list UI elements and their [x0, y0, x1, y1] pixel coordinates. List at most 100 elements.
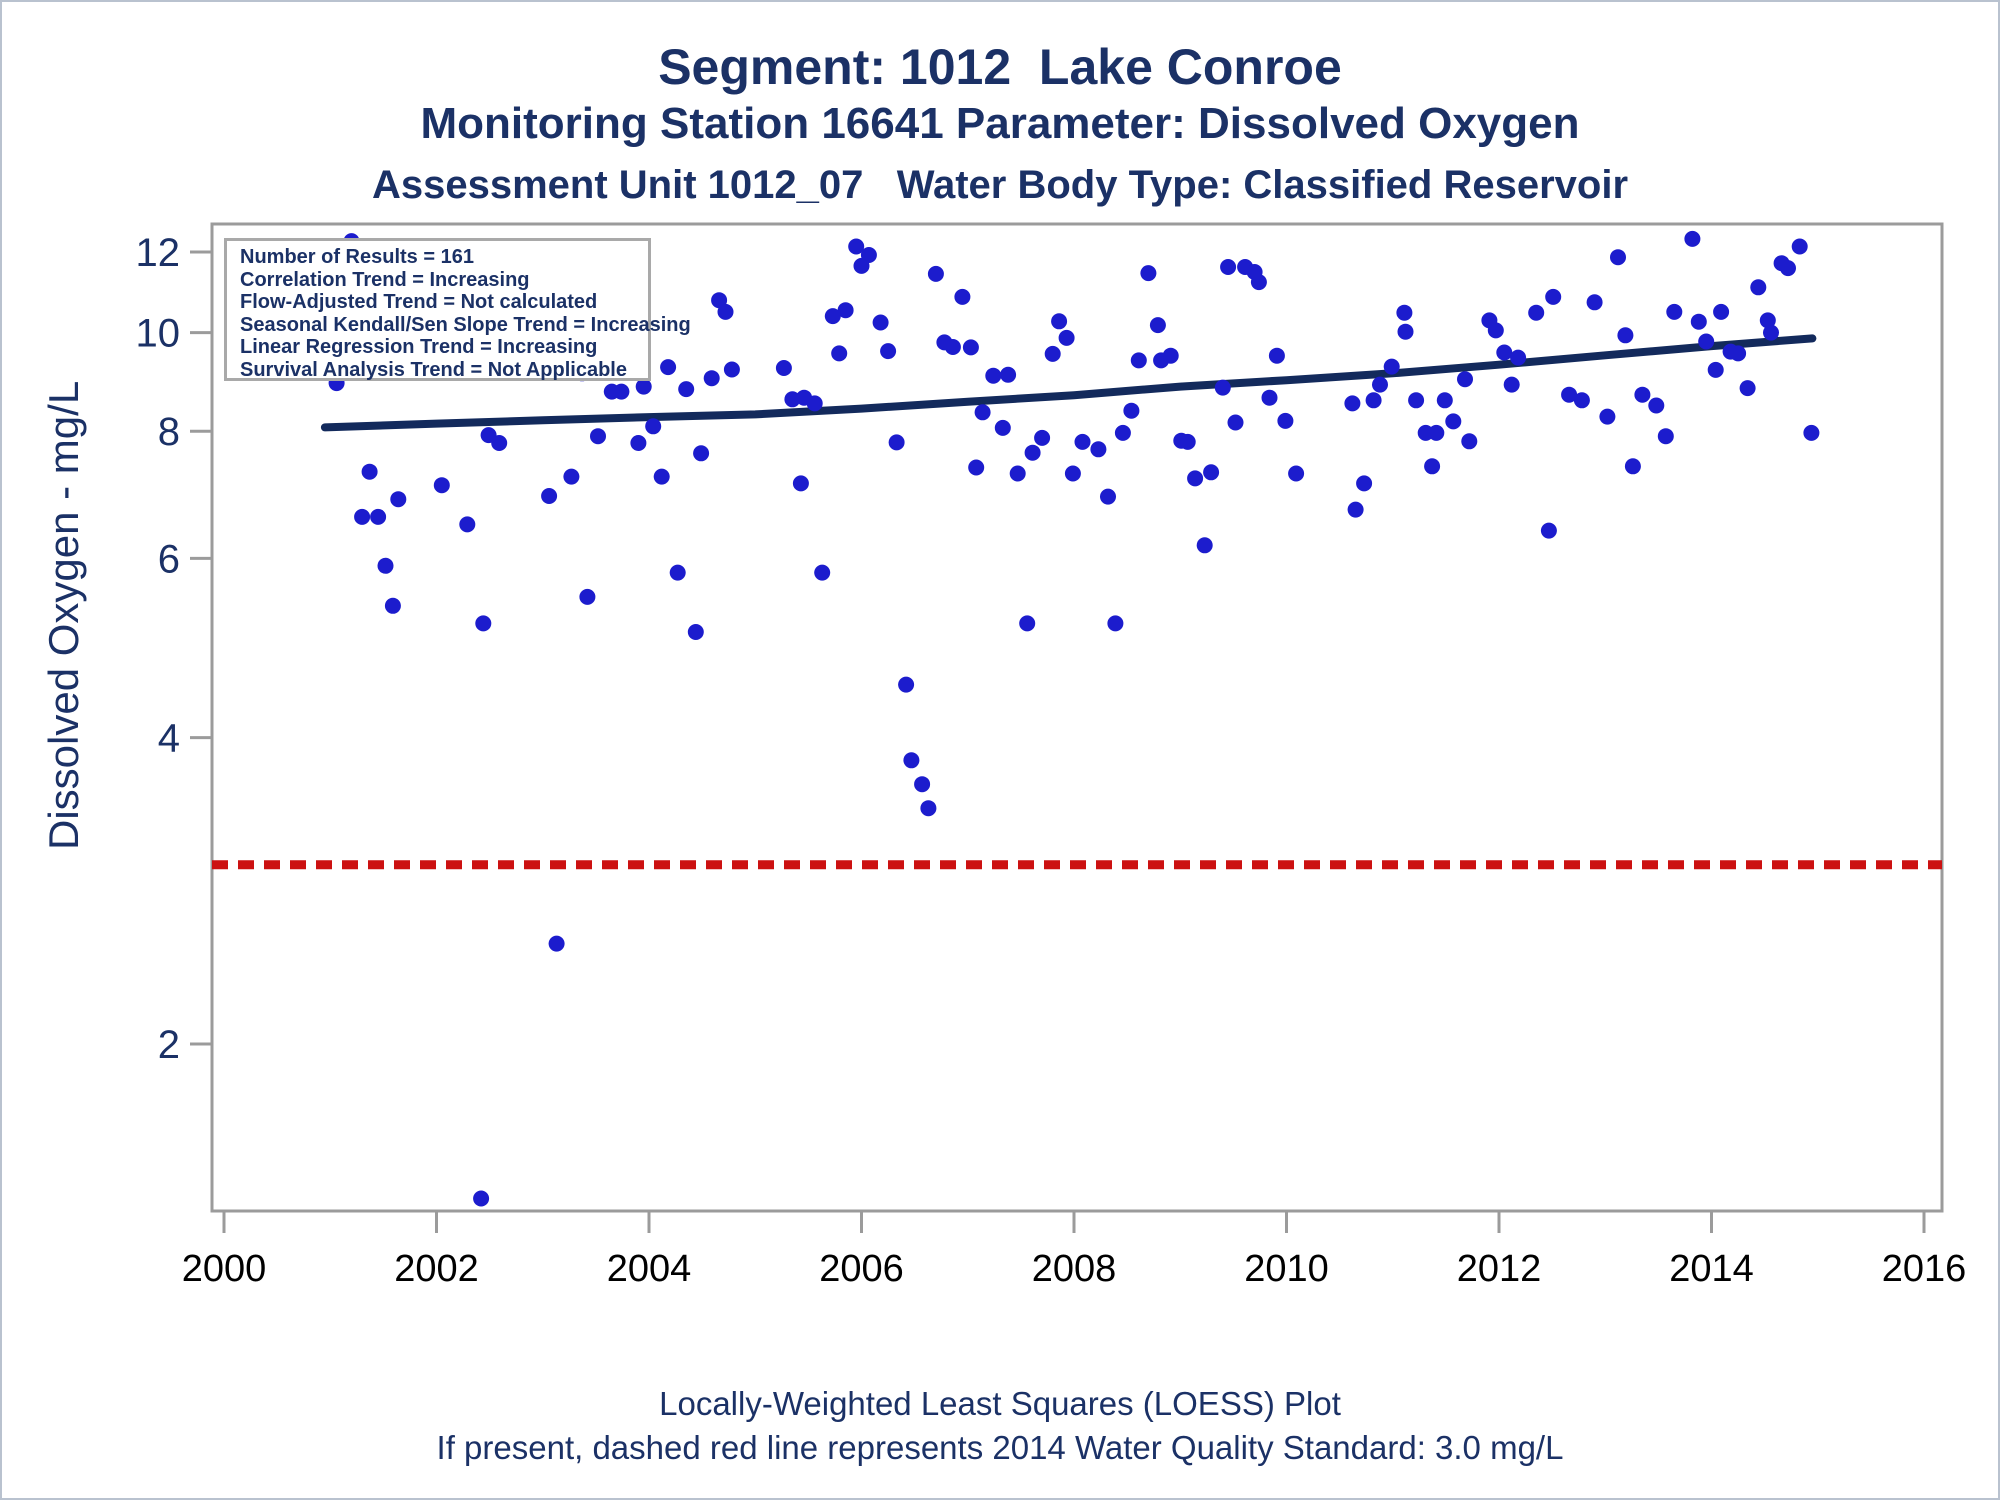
data-point [660, 359, 677, 376]
stat-survival-analysis: Survival Analysis Trend = Not Applicable [240, 358, 627, 381]
data-point [1428, 424, 1445, 441]
data-point [711, 292, 728, 309]
data-point [1739, 380, 1756, 397]
data-point [974, 404, 991, 421]
x-tick-label: 2006 [819, 1248, 904, 1290]
data-point [717, 303, 734, 320]
data-point [1713, 303, 1730, 320]
data-point [541, 488, 558, 504]
x-tick-label: 2008 [1032, 1248, 1117, 1290]
data-point [1019, 615, 1036, 632]
data-point [1365, 392, 1382, 409]
y-tick-label: 8 [158, 410, 180, 454]
data-point [1503, 376, 1520, 393]
data-point [1684, 230, 1701, 247]
data-point [475, 615, 492, 632]
data-point [792, 475, 809, 492]
data-point [1107, 615, 1124, 632]
data-point [1227, 414, 1244, 431]
data-point [1545, 288, 1562, 305]
data-point [630, 435, 647, 451]
data-point [1250, 274, 1267, 291]
data-point [1123, 402, 1140, 419]
data-point [1586, 294, 1603, 311]
data-point [361, 463, 378, 480]
data-point [1445, 413, 1462, 430]
data-point [954, 288, 971, 305]
data-point [853, 257, 870, 274]
data-point [1396, 304, 1413, 321]
data-point [613, 383, 630, 400]
data-point [1750, 279, 1767, 296]
data-point [1179, 433, 1196, 450]
x-tick-label: 2012 [1457, 1248, 1542, 1290]
data-point [693, 445, 710, 462]
data-point [1803, 424, 1820, 441]
stat-seasonal-kendall: Seasonal Kendall/Sen Slope Trend = Incre… [240, 313, 691, 336]
data-point [1730, 345, 1747, 362]
data-point [1044, 345, 1061, 362]
data-point [872, 314, 889, 331]
data-point [1024, 444, 1041, 461]
data-point [563, 468, 580, 485]
data-point [1347, 501, 1364, 518]
data-point [1187, 470, 1204, 487]
data-point [390, 491, 407, 508]
y-tick-label: 6 [158, 537, 180, 581]
data-point [1690, 313, 1707, 330]
data-point [1344, 395, 1361, 412]
data-point [920, 800, 937, 817]
data-point [579, 588, 596, 605]
data-point [1064, 465, 1081, 482]
y-tick-label: 4 [158, 717, 180, 761]
data-point [806, 395, 823, 412]
data-point [1051, 313, 1068, 330]
data-point [1599, 408, 1616, 425]
data-point [548, 935, 565, 952]
data-point [985, 367, 1002, 384]
data-point [914, 776, 931, 793]
x-tick-label: 2010 [1244, 1248, 1329, 1290]
data-point [1617, 327, 1634, 344]
data-point [1397, 323, 1414, 340]
data-point [687, 624, 704, 640]
data-point [1149, 317, 1166, 334]
chart-title: Segment: 1012 Lake Conroe [658, 39, 1342, 95]
data-point [1288, 465, 1305, 482]
data-point [1058, 329, 1075, 346]
data-point [645, 418, 662, 435]
data-point [962, 339, 979, 356]
data-point [1561, 386, 1578, 403]
data-point [1114, 424, 1131, 441]
data-point [377, 557, 394, 574]
stat-correlation-trend: Correlation Trend = Increasing [240, 268, 530, 291]
stat-number-of-results: Number of Results = 161 [240, 246, 474, 268]
data-point [1780, 260, 1796, 277]
data-point [1408, 392, 1425, 409]
y-tick-label: 2 [158, 1023, 180, 1067]
trend-stats-box: Number of Results = 161 Correlation Tren… [224, 238, 691, 381]
data-point [1791, 238, 1808, 255]
data-point [1203, 464, 1220, 481]
data-point [1510, 349, 1527, 366]
data-point [1000, 366, 1017, 383]
data-point [491, 435, 508, 451]
y-tick-label: 12 [136, 231, 181, 275]
data-point [1763, 324, 1779, 341]
data-point [384, 597, 401, 614]
data-point [1698, 333, 1715, 350]
data-point [848, 238, 865, 255]
data-point [653, 468, 670, 485]
data-point [1100, 488, 1116, 505]
data-point [1657, 428, 1674, 445]
data-point [1436, 392, 1453, 409]
data-point [635, 378, 652, 395]
x-tick-label: 2002 [394, 1248, 479, 1290]
data-point [1220, 259, 1237, 275]
data-point [1573, 392, 1590, 409]
data-point [1487, 322, 1504, 339]
data-point [1528, 304, 1545, 321]
stat-flow-adjusted-trend: Flow-Adjusted Trend = Not calculated [240, 291, 598, 313]
data-point [1009, 465, 1026, 482]
